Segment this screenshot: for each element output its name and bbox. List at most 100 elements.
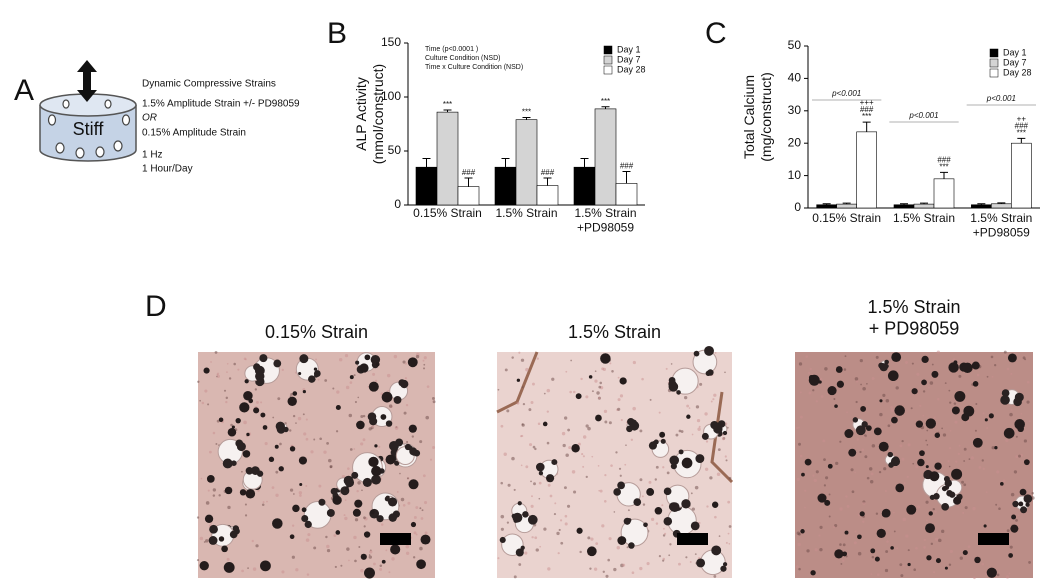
texture xyxy=(916,372,920,376)
texture xyxy=(1031,492,1034,495)
texture xyxy=(948,563,952,566)
mineral-node xyxy=(318,498,326,506)
significance-label: p<0.001 xyxy=(831,89,861,98)
texture xyxy=(978,466,982,469)
mineral-node xyxy=(634,500,639,505)
protocol-text: 0.15% Amplitude Strain xyxy=(142,128,246,139)
mineral-node xyxy=(355,360,360,365)
mineral-node xyxy=(239,402,250,413)
texture xyxy=(947,460,950,463)
mineral-node xyxy=(600,353,611,364)
texture xyxy=(426,385,430,388)
texture xyxy=(379,564,383,568)
texture xyxy=(890,405,893,409)
texture xyxy=(996,573,1000,577)
mineral-node xyxy=(292,391,298,396)
mineral-node xyxy=(335,530,341,535)
texture xyxy=(423,363,426,366)
texture xyxy=(800,415,803,419)
texture xyxy=(955,460,958,463)
texture xyxy=(568,446,572,450)
texture xyxy=(393,354,398,359)
mineral-node xyxy=(308,375,316,383)
image-title: 0.15% Strain xyxy=(265,322,368,342)
texture xyxy=(1026,380,1030,384)
texture xyxy=(862,386,866,391)
mineral-node xyxy=(844,530,849,535)
texture xyxy=(839,543,842,546)
texture xyxy=(305,485,308,487)
texture xyxy=(223,389,227,392)
texture xyxy=(354,400,358,404)
mineral-node xyxy=(1025,502,1030,507)
texture xyxy=(405,551,410,555)
texture xyxy=(590,537,594,541)
mineral-node xyxy=(268,456,275,463)
texture xyxy=(521,423,525,427)
texture xyxy=(937,538,942,543)
texture xyxy=(226,557,230,561)
scale-bar xyxy=(978,533,1009,545)
mineral-node xyxy=(1023,494,1033,504)
bar xyxy=(1011,142,1032,209)
texture xyxy=(948,465,951,468)
texture xyxy=(582,455,585,458)
texture xyxy=(244,358,247,361)
mineral-node xyxy=(951,468,963,480)
mineral-node xyxy=(204,514,214,523)
micrograph xyxy=(496,345,734,579)
mineral-node xyxy=(944,566,948,570)
texture xyxy=(919,455,921,457)
mineral-node xyxy=(292,504,300,513)
texture xyxy=(854,377,859,381)
mineral-node xyxy=(659,431,666,438)
mineral-node xyxy=(925,523,935,534)
texture xyxy=(360,569,364,573)
texture xyxy=(386,373,391,378)
mineral-node xyxy=(907,562,911,567)
texture xyxy=(845,495,848,498)
texture xyxy=(964,506,968,510)
protocol-text: Dynamic Compressive Strains xyxy=(142,79,276,90)
texture xyxy=(718,535,721,537)
texture xyxy=(839,440,842,443)
mineral-node xyxy=(388,513,397,522)
texture xyxy=(581,453,584,456)
mineral-node xyxy=(646,488,655,496)
texture xyxy=(363,525,366,528)
mineral-node xyxy=(613,488,621,496)
texture xyxy=(828,493,831,496)
mineral-node xyxy=(420,534,431,545)
texture xyxy=(546,388,551,393)
mineral-node xyxy=(254,364,260,370)
texture xyxy=(871,377,875,381)
texture xyxy=(547,483,551,487)
mineral-node xyxy=(221,545,228,553)
texture xyxy=(247,567,249,570)
texture xyxy=(305,437,309,441)
texture xyxy=(362,438,366,442)
texture xyxy=(295,568,299,572)
mineral-node xyxy=(669,502,680,513)
mineral-node xyxy=(676,390,681,395)
texture xyxy=(266,500,268,503)
compression-arrow xyxy=(77,60,97,102)
texture xyxy=(812,474,815,477)
mineral-node xyxy=(681,457,693,469)
mineral-node xyxy=(884,359,889,365)
y-tick-label: 50 xyxy=(788,38,802,52)
significance-mark: *** xyxy=(1017,128,1026,137)
texture xyxy=(594,379,598,383)
mineral-node xyxy=(835,366,843,373)
text-line: 1.5% Strain xyxy=(970,211,1032,225)
texture xyxy=(1010,492,1015,497)
mineral-node xyxy=(971,361,980,370)
mineral-node xyxy=(245,467,254,475)
texture xyxy=(597,465,600,467)
mineral-node xyxy=(208,536,218,545)
texture xyxy=(878,470,882,474)
texture xyxy=(704,467,709,471)
texture xyxy=(593,567,598,571)
texture xyxy=(728,476,732,480)
texture xyxy=(882,393,886,397)
